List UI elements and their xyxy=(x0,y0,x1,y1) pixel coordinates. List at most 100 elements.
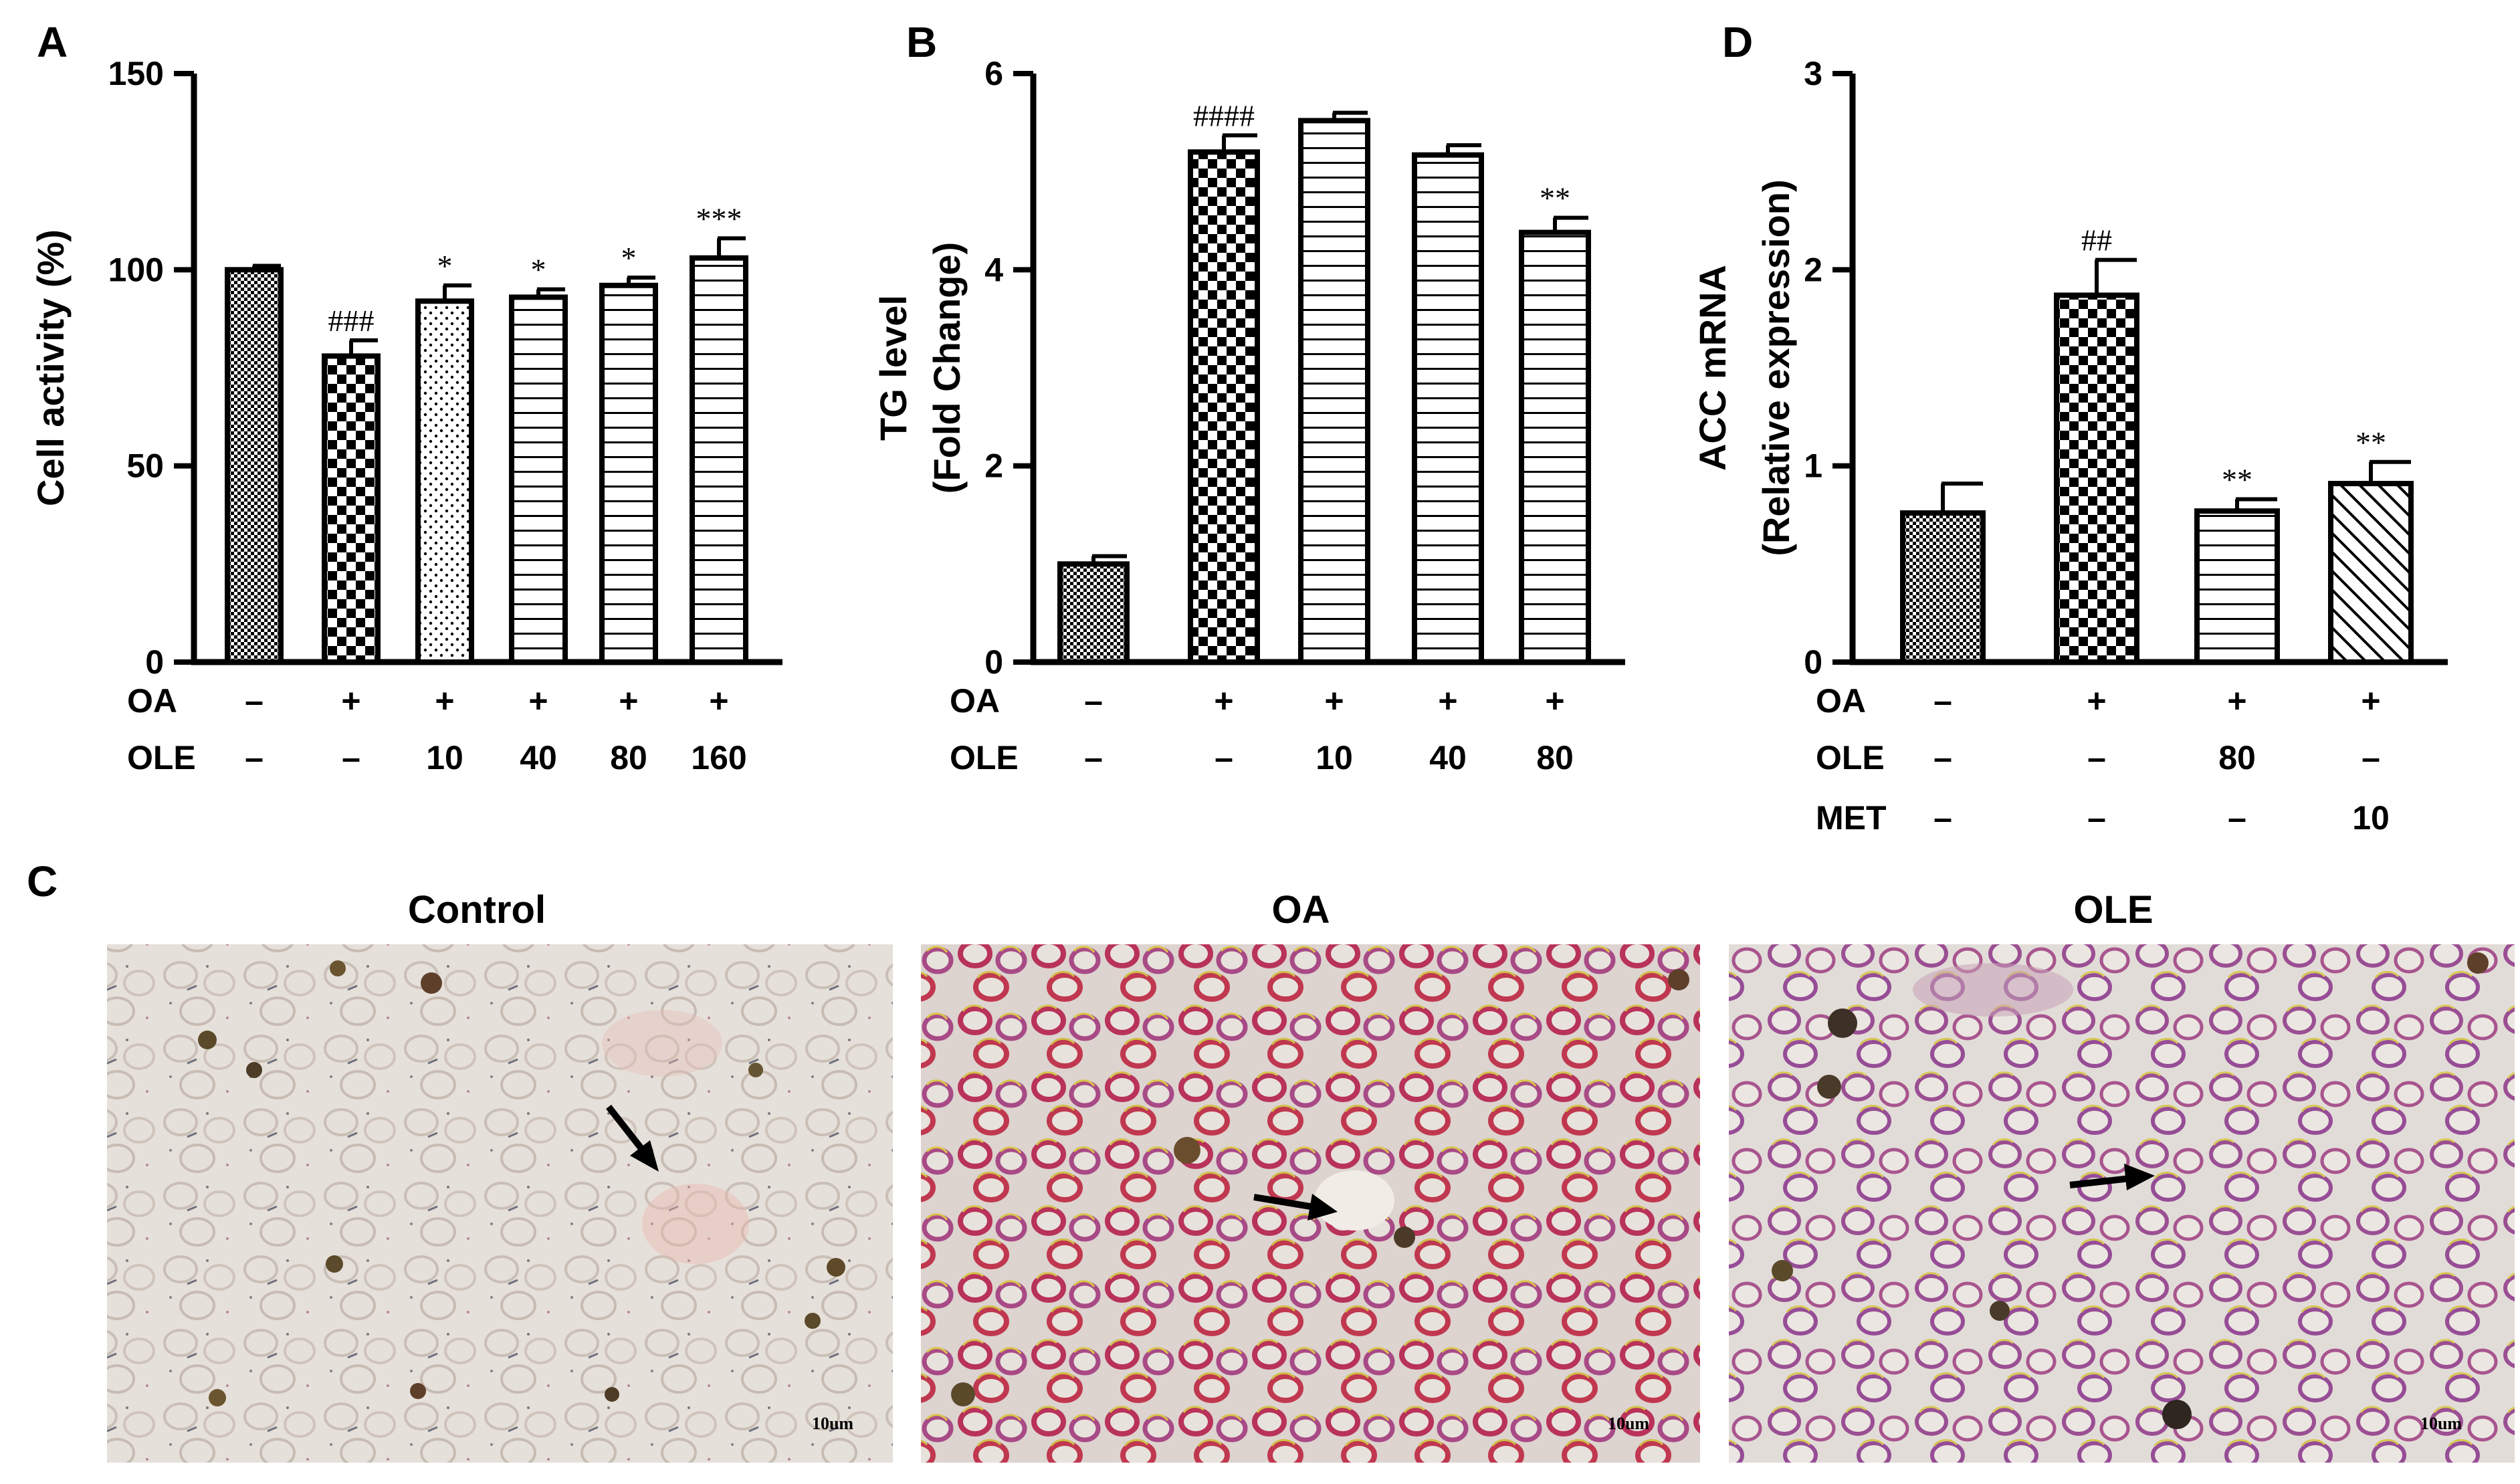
panel-a-condition-value: + xyxy=(619,682,638,720)
panel-a-condition-value: + xyxy=(528,682,548,720)
micrograph-ole: 10um xyxy=(1729,944,2515,1463)
micrograph-title-oa: OA xyxy=(1272,888,1330,932)
debris-spot xyxy=(1174,1137,1200,1164)
panel-a-bar xyxy=(509,294,568,665)
debris-spot xyxy=(198,1031,217,1049)
debris-spot xyxy=(2162,1400,2192,1429)
panel-a-condition-label: OLE xyxy=(127,739,196,776)
debris-spot xyxy=(410,1383,426,1399)
debris-spot xyxy=(1828,1009,1857,1038)
panel-b-condition-value: – xyxy=(1215,739,1233,776)
panel-b-bar xyxy=(1412,152,1484,665)
panel-a-condition-label: OA xyxy=(127,682,177,720)
panel-letter-c: C xyxy=(27,857,58,906)
scale-label-control: 10um xyxy=(812,1414,853,1433)
micrograph-title-ole: OLE xyxy=(2073,888,2153,932)
panel-a-y-tick-label: 150 xyxy=(108,55,164,92)
panel-d-condition-value: – xyxy=(1933,682,1952,720)
panel-d-significance-label: ## xyxy=(2081,223,2112,257)
panel-d-condition-value: – xyxy=(2361,739,2380,776)
panel-b-bar xyxy=(1298,118,1370,665)
scale-label-ole: 10um xyxy=(2420,1414,2462,1433)
stain-region xyxy=(1913,963,2073,1017)
micrograph-ole-image xyxy=(1729,944,2515,1463)
panel-b-letter: B xyxy=(906,18,937,66)
arrow-icon xyxy=(606,1104,659,1172)
panel-d-letter: D xyxy=(1722,18,1753,66)
debris-spot xyxy=(209,1389,226,1406)
panel-b-condition-value: + xyxy=(1545,682,1564,720)
panel-d-bar xyxy=(1900,510,1986,665)
panel-b-condition-value: – xyxy=(1084,682,1103,720)
panel-a-condition-value: + xyxy=(435,682,454,720)
panel-a-bar xyxy=(599,282,658,665)
debris-spot xyxy=(1668,969,1689,990)
panel-b-bar xyxy=(1188,149,1260,665)
panel-d-condition-value: + xyxy=(2361,682,2380,720)
panel-d-y-tick-label: 2 xyxy=(1804,251,1822,288)
debris-spot xyxy=(1772,1260,1793,1281)
panel-b-y-axis-title-2: (Fold Change) xyxy=(926,242,968,494)
panel-b-condition-value: – xyxy=(1084,739,1103,776)
panel-a-condition-value: – xyxy=(245,739,264,776)
panel-d-significance-label: ** xyxy=(2222,463,2252,497)
panel-a-significance-label: * xyxy=(531,253,546,287)
debris-spot xyxy=(951,1382,975,1406)
panel-d-condition-value: + xyxy=(2227,682,2246,720)
panel-b-y-axis-title: TG level xyxy=(872,295,914,441)
debris-spot xyxy=(246,1062,262,1078)
micrograph-title-control: Control xyxy=(408,888,546,932)
panel-d-condition-value: – xyxy=(2087,799,2106,837)
panel-a-condition-value: 160 xyxy=(691,739,746,776)
panel-b-condition-label: OLE xyxy=(950,739,1019,776)
arrow-icon xyxy=(2069,1164,2155,1190)
panel-d-condition-value: – xyxy=(1933,739,1952,776)
panel-b-y-tick-label: 6 xyxy=(984,55,1003,92)
arrow-icon xyxy=(1253,1194,1338,1221)
panel-d-bar xyxy=(2194,508,2280,665)
panel-a-bar xyxy=(225,267,284,665)
panel-b-condition-value: 40 xyxy=(1429,739,1467,776)
debris-spot xyxy=(805,1313,821,1329)
clear-region xyxy=(1314,1170,1394,1231)
stain-region xyxy=(602,1010,722,1077)
panel-d-condition-value: 80 xyxy=(2218,739,2256,776)
micrograph-control-image xyxy=(107,944,893,1463)
panel-b-condition-label: OA xyxy=(950,682,1000,720)
debris-spot xyxy=(1990,1301,2010,1321)
panel-a-condition-value: + xyxy=(709,682,728,720)
panel-b-y-tick-label: 2 xyxy=(984,447,1003,485)
panel-d-bar xyxy=(2328,481,2414,665)
panel-d-y-tick-label: 1 xyxy=(1804,447,1822,485)
panel-d-y-tick-label: 3 xyxy=(1804,55,1822,92)
panel-d-bar xyxy=(2054,292,2139,665)
panel-a-condition-value: 80 xyxy=(610,739,647,776)
panel-d-condition-value: – xyxy=(2228,799,2246,837)
panel-b-chart: B TG level (Fold Change) 0 2 4 6 #### ** OA – + + + + O… xyxy=(872,18,1625,776)
panel-d-y-tick-label: 0 xyxy=(1804,643,1822,681)
panel-a-condition-value: 10 xyxy=(426,739,463,776)
panel-b-bar xyxy=(1519,229,1591,665)
panel-b-condition-value: + xyxy=(1214,682,1233,720)
micrograph-control: 10um xyxy=(107,944,893,1463)
panel-d-condition-label: MET xyxy=(1816,799,1887,837)
panel-d-chart: D ACC mRNA (Relative expression) 0 1 2 3 ## ** **… xyxy=(1691,18,2448,837)
panel-a-significance-label: * xyxy=(621,241,637,275)
panel-d-y-axis-title-2: (Relative expression) xyxy=(1755,179,1797,556)
debris-spot xyxy=(1817,1075,1841,1099)
panel-a-condition-value: + xyxy=(341,682,360,720)
panel-b-significance-label: #### xyxy=(1193,98,1255,132)
debris-spot xyxy=(326,1255,343,1273)
debris-spot xyxy=(827,1258,845,1277)
panel-a-y-tick-label: 0 xyxy=(145,643,164,681)
panel-a-bar xyxy=(690,255,748,665)
panel-a-condition-value: 40 xyxy=(520,739,557,776)
panel-d-condition-value: – xyxy=(2087,739,2106,776)
debris-spot xyxy=(1394,1227,1415,1248)
panel-a-condition-value: – xyxy=(245,682,264,720)
debris-spot xyxy=(605,1387,619,1402)
panel-a-condition-value: – xyxy=(342,739,360,776)
stain-region xyxy=(642,1184,749,1264)
panel-a-significance-label: *** xyxy=(696,201,742,235)
